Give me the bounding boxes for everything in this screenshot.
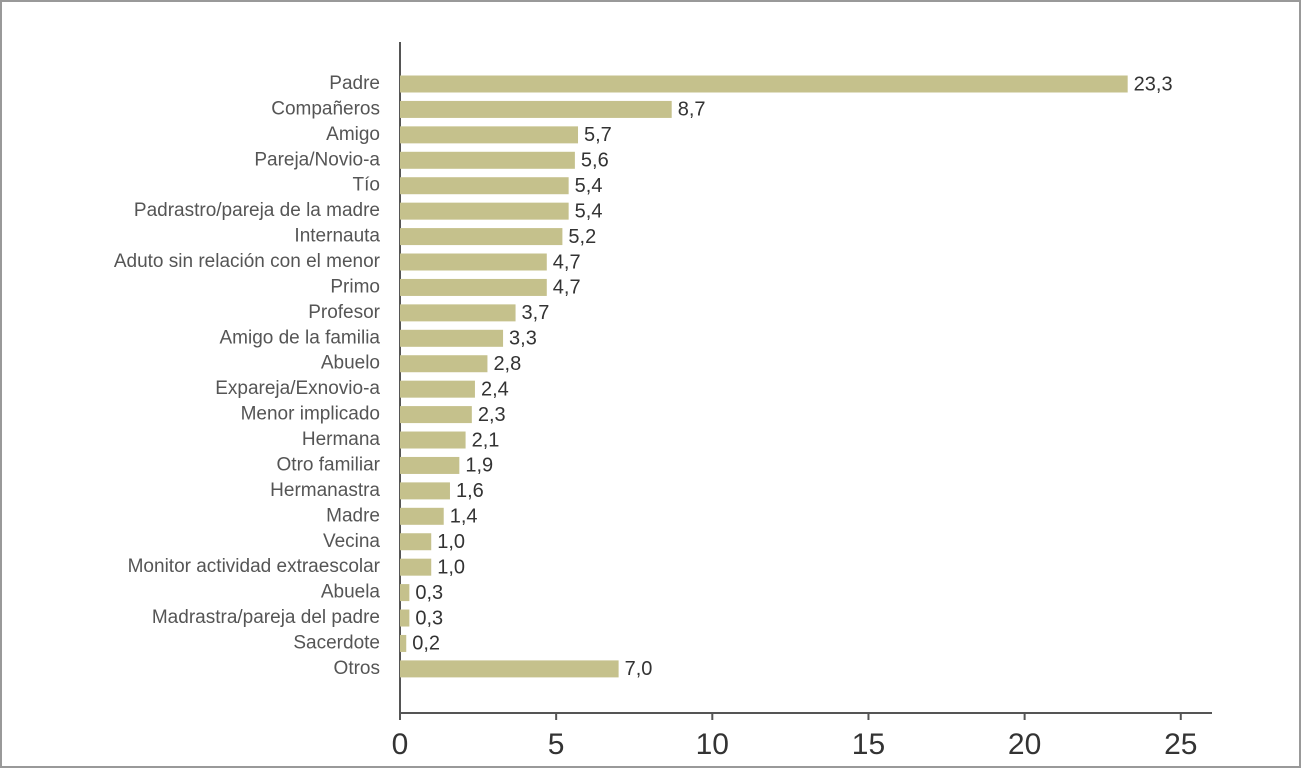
- bar: [400, 151, 575, 169]
- category-label: Vecina: [323, 531, 380, 552]
- category-label: Monitor actividad extraescolar: [128, 556, 381, 577]
- bar: [400, 660, 619, 678]
- value-label: 3,3: [509, 328, 537, 350]
- x-tick-label: 25: [1164, 728, 1197, 761]
- x-tick-label: 10: [696, 728, 729, 761]
- bar: [400, 202, 569, 220]
- value-label: 0,3: [415, 582, 443, 604]
- category-label: Expareja/Exnovio-a: [215, 378, 380, 399]
- category-label: Amigo de la familia: [219, 327, 380, 348]
- bar: [400, 126, 579, 144]
- category-label: Madre: [326, 505, 380, 526]
- category-label: Primo: [330, 276, 380, 297]
- bar: [400, 533, 432, 551]
- category-label: Profesor: [308, 302, 380, 323]
- value-label: 1,0: [437, 531, 465, 553]
- bar: [400, 609, 410, 627]
- category-label: Abuelo: [321, 353, 380, 374]
- category-label: Padrastro/pareja de la madre: [134, 200, 380, 221]
- x-tick-label: 15: [852, 728, 885, 761]
- value-label: 5,4: [575, 200, 603, 222]
- bar: [400, 558, 432, 576]
- value-label: 0,3: [415, 607, 443, 629]
- value-label: 0,2: [412, 633, 440, 655]
- value-label: 8,7: [678, 99, 706, 121]
- bar: [400, 406, 472, 424]
- value-label: 1,4: [450, 506, 478, 528]
- x-tick-label: 20: [1008, 728, 1041, 761]
- value-label: 23,3: [1134, 73, 1173, 95]
- category-label: Pareja/Novio-a: [254, 149, 380, 170]
- bar: [400, 253, 547, 271]
- category-label: Otro familiar: [277, 454, 381, 475]
- category-label: Hermanastra: [270, 480, 380, 501]
- value-label: 4,7: [553, 277, 581, 299]
- value-label: 1,6: [456, 480, 484, 502]
- category-label: Otros: [334, 658, 380, 679]
- value-label: 2,4: [481, 378, 509, 400]
- bar: [400, 329, 504, 347]
- bar: [400, 431, 466, 449]
- category-label: Internauta: [294, 226, 380, 247]
- bar: [400, 584, 410, 602]
- value-label: 4,7: [553, 251, 581, 273]
- value-label: 5,6: [581, 150, 609, 172]
- bar: [400, 355, 488, 373]
- bar: [400, 100, 672, 118]
- value-label: 5,2: [568, 226, 596, 248]
- category-label: Sacerdote: [293, 632, 380, 653]
- bar: [400, 278, 547, 296]
- category-label: Tío: [353, 175, 380, 196]
- bar: [400, 634, 407, 652]
- bar: [400, 177, 569, 195]
- category-label: Compañeros: [271, 98, 380, 119]
- category-label: Aduto sin relación con el menor: [114, 251, 381, 272]
- value-label: 1,9: [465, 455, 493, 477]
- bar: [400, 75, 1128, 93]
- category-label: Abuela: [321, 582, 381, 603]
- value-label: 2,1: [472, 429, 500, 451]
- bar: [400, 228, 563, 246]
- bar: [400, 304, 516, 322]
- value-label: 2,8: [493, 353, 521, 375]
- value-label: 3,7: [522, 302, 550, 324]
- value-label: 7,0: [625, 658, 653, 680]
- category-label: Padre: [329, 73, 380, 94]
- x-tick-label: 5: [548, 728, 565, 761]
- bar: [400, 456, 460, 474]
- value-label: 5,7: [584, 124, 612, 146]
- category-label: Madrastra/pareja del padre: [152, 607, 380, 628]
- bar: [400, 482, 450, 500]
- category-label: Menor implicado: [241, 404, 380, 425]
- bar: [400, 380, 475, 398]
- value-label: 5,4: [575, 175, 603, 197]
- x-tick-label: 0: [392, 728, 409, 761]
- bar: [400, 507, 444, 525]
- category-label: Amigo: [326, 124, 380, 145]
- category-label: Hermana: [302, 429, 381, 450]
- value-label: 1,0: [437, 556, 465, 578]
- value-label: 2,3: [478, 404, 506, 426]
